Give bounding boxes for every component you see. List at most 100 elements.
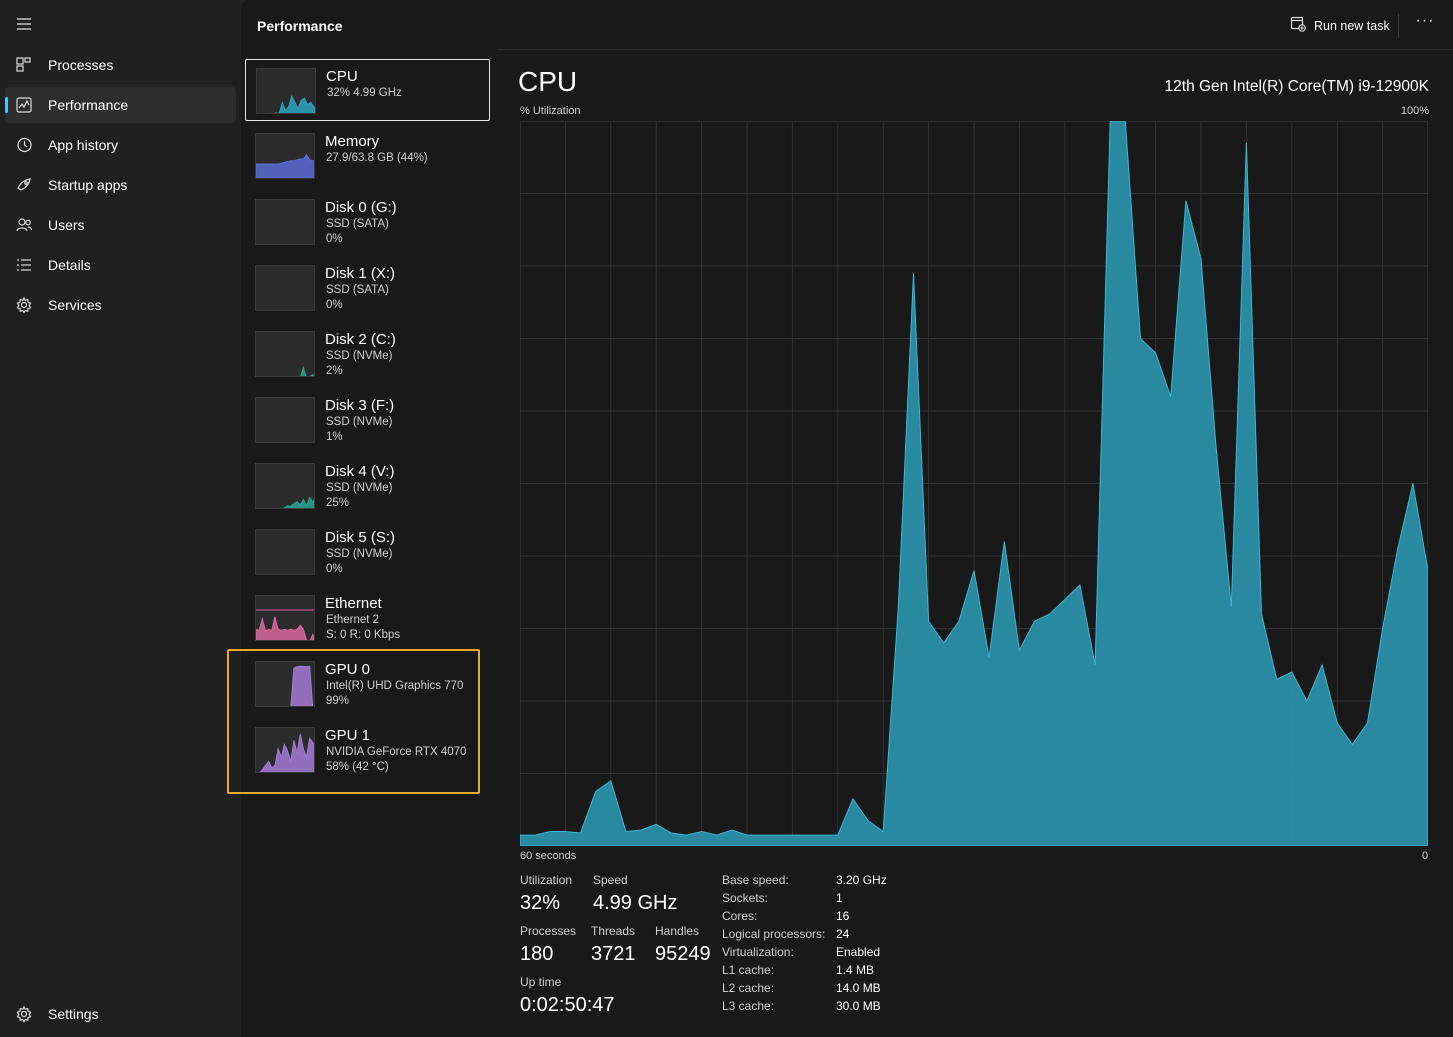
spec-key: L3 cache: <box>722 999 775 1013</box>
nav-item-settings[interactable]: Settings <box>5 996 236 1032</box>
nav-label-services: Services <box>48 297 102 313</box>
device-item-gpu-1[interactable]: GPU 1 NVIDIA GeForce RTX 4070 58% (42 °C) <box>245 719 490 781</box>
uptime-label: Up time <box>520 975 562 989</box>
device-name: Disk 1 (X:) <box>325 265 396 282</box>
device-item-disk-2-c[interactable]: Disk 2 (C:) SSD (NVMe) 2% <box>245 323 490 385</box>
main-panel: Run new task ··· CPU 12th Gen Intel(R) C… <box>498 0 1453 1037</box>
device-name: Disk 0 (G:) <box>325 199 397 216</box>
spec-value: 14.0 MB <box>836 981 881 995</box>
device-name: GPU 0 <box>325 661 371 678</box>
device-detail: SSD (NVMe) <box>326 548 393 560</box>
processes-icon <box>15 56 33 74</box>
spec-key: Virtualization: <box>722 945 794 959</box>
device-thumbnail-graph <box>255 265 315 311</box>
nav-label-performance: Performance <box>48 97 129 113</box>
device-name: GPU 1 <box>325 727 371 744</box>
device-name: Disk 4 (V:) <box>325 463 395 480</box>
nav-item-startup-apps[interactable]: Startup apps <box>5 167 236 203</box>
processes-label: Processes <box>520 924 577 938</box>
nav-item-performance[interactable]: Performance <box>5 87 236 123</box>
uptime-value: 0:02:50:47 <box>520 994 615 1016</box>
device-thumbnail-graph <box>255 331 315 377</box>
spec-key: L1 cache: <box>722 963 775 977</box>
processes-value: 180 <box>520 943 554 965</box>
spec-value: 30.0 MB <box>836 999 881 1013</box>
nav-item-services[interactable]: Services <box>5 287 236 323</box>
device-detail: SSD (SATA) <box>326 284 389 296</box>
spec-value: 16 <box>836 909 850 923</box>
device-name: Disk 2 (C:) <box>325 331 396 348</box>
device-name: CPU <box>326 68 358 85</box>
device-detail: S: 0 R: 0 Kbps <box>326 629 401 641</box>
device-item-disk-5-s[interactable]: Disk 5 (S:) SSD (NVMe) 0% <box>245 521 490 583</box>
threads-label: Threads <box>591 924 636 938</box>
startup-icon <box>15 176 33 194</box>
x-axis-start-label: 60 seconds <box>520 850 577 862</box>
device-detail: 0% <box>326 563 343 575</box>
device-item-disk-0-g[interactable]: Disk 0 (G:) SSD (SATA) 0% <box>245 191 490 253</box>
spec-value: 1 <box>836 891 843 905</box>
handles-value: 95249 <box>655 943 711 965</box>
device-name: Memory <box>325 133 380 150</box>
utilization-label: Utilization <box>520 873 573 887</box>
spec-value: Enabled <box>836 945 881 959</box>
device-name: Disk 3 (F:) <box>325 397 395 414</box>
device-detail: NVIDIA GeForce RTX 4070 <box>326 746 467 758</box>
device-item-disk-3-f[interactable]: Disk 3 (F:) SSD (NVMe) 1% <box>245 389 490 451</box>
nav-label-startup-apps: Startup apps <box>48 177 128 193</box>
more-options-button[interactable]: ··· <box>1415 12 1435 29</box>
cpu-utilization-graph <box>520 121 1428 846</box>
device-item-memory[interactable]: Memory 27.9/63.8 GB (44%) <box>245 125 490 187</box>
device-detail: 2% <box>326 365 343 377</box>
nav-item-processes[interactable]: Processes <box>5 47 236 83</box>
nav-item-users[interactable]: Users <box>5 207 236 243</box>
speed-value: 4.99 GHz <box>593 892 678 914</box>
device-detail: 25% <box>326 497 350 509</box>
nav-label-settings: Settings <box>48 1006 99 1022</box>
device-item-disk-4-v[interactable]: Disk 4 (V:) SSD (NVMe) 25% <box>245 455 490 517</box>
device-detail: SSD (NVMe) <box>326 416 393 428</box>
run-new-task-label: Run new task <box>1314 19 1390 33</box>
device-name: Ethernet <box>325 595 382 612</box>
cpu-area-series <box>520 121 1428 846</box>
device-detail: 1% <box>326 431 343 443</box>
spec-key: L2 cache: <box>722 981 775 995</box>
device-detail: 32% 4.99 GHz <box>327 87 402 99</box>
device-thumbnail-graph <box>256 68 316 114</box>
toolbar: Run new task ··· <box>498 0 1453 50</box>
settings-gear-icon <box>15 1005 33 1023</box>
device-detail: Intel(R) UHD Graphics 770 <box>326 680 464 692</box>
nav-item-app-history[interactable]: App history <box>5 127 236 163</box>
utilization-max-label: 100% <box>1400 105 1429 117</box>
cpu-title: CPU <box>518 66 578 97</box>
device-detail: SSD (SATA) <box>326 218 389 230</box>
spec-key: Base speed: <box>722 873 789 887</box>
device-item-gpu-0[interactable]: GPU 0 Intel(R) UHD Graphics 770 99% <box>245 653 490 715</box>
device-detail: 0% <box>326 233 343 245</box>
device-detail: SSD (NVMe) <box>326 482 393 494</box>
nav-item-details[interactable]: Details <box>5 247 236 283</box>
device-thumbnail-graph <box>255 463 315 509</box>
speed-label: Speed <box>593 873 628 887</box>
services-icon <box>15 296 33 314</box>
spec-key: Logical processors: <box>722 927 826 941</box>
run-new-task-button[interactable]: Run new task <box>1290 14 1390 38</box>
spec-value: 1.4 MB <box>836 963 875 977</box>
device-item-ethernet[interactable]: Ethernet Ethernet 2 S: 0 R: 0 Kbps <box>245 587 490 649</box>
device-detail: 58% (42 °C) <box>326 761 389 773</box>
toolbar-separator <box>1398 14 1399 38</box>
device-list-pane: Performance CPU 32% 4.99 GHz Memory 27.9/63… <box>241 0 498 1037</box>
device-item-cpu[interactable]: CPU 32% 4.99 GHz <box>245 59 490 121</box>
device-thumbnail-graph <box>255 595 315 641</box>
spec-key: Cores: <box>722 909 758 923</box>
nav-label-app-history: App history <box>48 137 119 153</box>
nav-label-details: Details <box>48 257 91 273</box>
device-detail: Ethernet 2 <box>326 614 380 626</box>
spec-value: 24 <box>836 927 850 941</box>
device-item-disk-1-x[interactable]: Disk 1 (X:) SSD (SATA) 0% <box>245 257 490 319</box>
x-axis-end-label: 0 <box>1422 850 1429 862</box>
cpu-model: 12th Gen Intel(R) Core(TM) i9-12900K <box>1164 78 1429 95</box>
hamburger-menu-icon[interactable] <box>14 14 34 34</box>
device-detail: 27.9/63.8 GB (44%) <box>326 152 428 164</box>
device-detail: SSD (NVMe) <box>326 350 393 362</box>
